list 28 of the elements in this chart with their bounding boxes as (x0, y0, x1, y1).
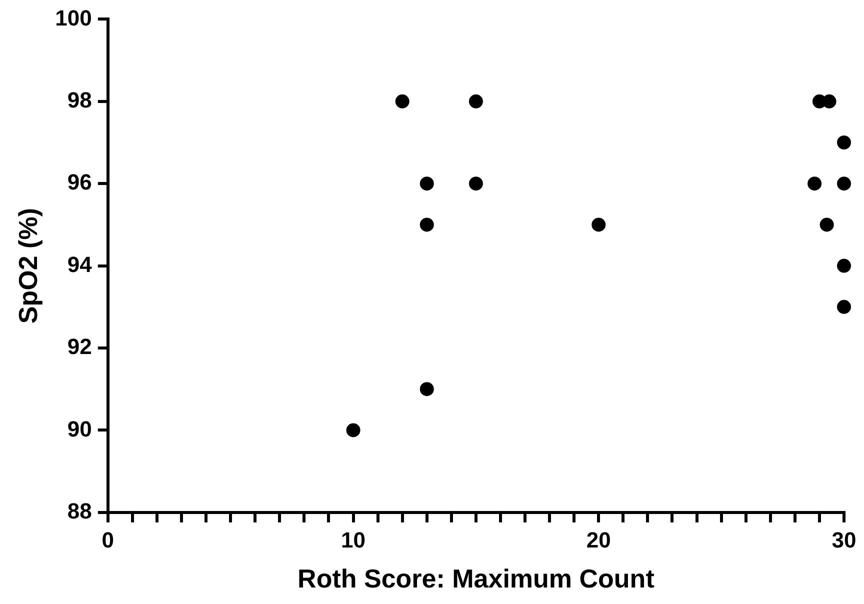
point (808, 176, 822, 191)
y-axis-title: SpO2 (%) (12, 208, 43, 324)
point (420, 382, 434, 396)
y-tick-label: 96 (67, 170, 92, 195)
x-tick-label: 20 (586, 528, 611, 553)
y-tick-label: 94 (67, 252, 93, 277)
point (468, 94, 483, 108)
point (822, 94, 836, 108)
point (468, 176, 483, 191)
point (592, 218, 606, 232)
point (837, 258, 851, 273)
point (395, 94, 410, 108)
point (346, 423, 360, 438)
x-tick-label: 0 (102, 528, 114, 553)
y-tick-label: 98 (67, 87, 92, 112)
y-tick-label: 100 (55, 5, 92, 30)
point (420, 218, 434, 232)
y-tick-label: 92 (67, 334, 92, 360)
point (837, 136, 851, 150)
y-tick-label: 88 (67, 498, 92, 524)
x-axis-title: Roth Score: Maximum Count (298, 564, 655, 594)
point (837, 300, 851, 314)
point (420, 176, 434, 191)
y-tick-label: 90 (67, 416, 92, 442)
point (837, 176, 851, 191)
x-tick-label: 30 (832, 528, 856, 553)
point (820, 218, 834, 232)
x-tick-label: 10 (341, 528, 366, 553)
